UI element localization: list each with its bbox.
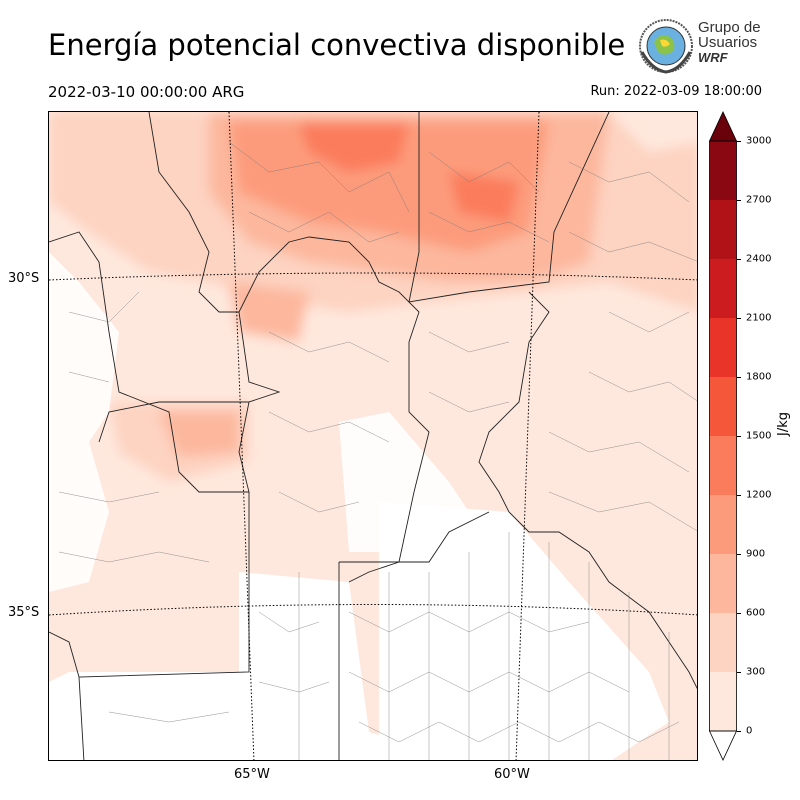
globe-seal-icon <box>639 19 693 74</box>
colorbar-tick-label: 300 <box>746 666 766 678</box>
colorbar-band <box>709 318 737 377</box>
colorbar-band <box>709 141 737 200</box>
colorbar-tick-mark <box>737 731 741 732</box>
colorbar-tick-mark <box>737 377 741 378</box>
lon-label-60w: 60°W <box>494 767 530 782</box>
colorbar-tick-label: 2700 <box>746 194 772 206</box>
colorbar-frame <box>709 140 737 732</box>
colorbar-extend-bottom <box>709 730 737 761</box>
lat-label-30s: 30°S <box>8 271 40 286</box>
wrf-logo: Grupo de Usuarios WRF <box>638 18 768 74</box>
logo-line1: Grupo de <box>698 19 761 36</box>
colorbar-band <box>709 672 737 731</box>
colorbar-tick-label: 0 <box>746 725 753 737</box>
logo-text: Grupo de Usuarios WRF <box>698 20 761 65</box>
colorbar-band <box>709 495 737 554</box>
colorbar-tick-mark <box>737 672 741 673</box>
colorbar-band <box>709 436 737 495</box>
colorbar-band <box>709 200 737 259</box>
logo-line3: WRF <box>698 50 728 65</box>
colorbar-band <box>709 377 737 436</box>
lat-label-35s: 35°S <box>8 605 40 620</box>
colorbar-band <box>709 259 737 318</box>
province-borders <box>49 112 697 760</box>
graticule <box>49 112 697 760</box>
colorbar-tick-mark <box>737 436 741 437</box>
colorbar-tick-label: 600 <box>746 607 766 619</box>
colorbar-tick-label: 2400 <box>746 253 772 265</box>
run-time: Run: 2022-03-09 18:00:00 <box>590 84 762 99</box>
colorbar-tick-mark <box>737 259 741 260</box>
map-title: Energía potencial convectiva disponible <box>48 28 626 62</box>
colorbar-tick-label: 900 <box>746 548 766 560</box>
colorbar-band <box>709 554 737 613</box>
colorbar-tick-label: 1200 <box>746 489 772 501</box>
cape-map-svg <box>49 112 697 760</box>
cape-map[interactable] <box>48 111 698 761</box>
colorbar <box>709 111 737 761</box>
valid-time: 2022-03-10 00:00:00 ARG <box>48 83 245 101</box>
cape-fill <box>49 112 697 760</box>
colorbar-tick-mark <box>737 554 741 555</box>
colorbar-tick-mark <box>737 318 741 319</box>
colorbar-extend-top <box>709 111 737 142</box>
logo-line2: Usuarios <box>698 34 758 51</box>
colorbar-band <box>709 613 737 672</box>
colorbar-tick-label: 2100 <box>746 312 772 324</box>
colorbar-tick-label: 3000 <box>746 135 772 147</box>
colorbar-tick-mark <box>737 141 741 142</box>
colorbar-tick-mark <box>737 200 741 201</box>
colorbar-tick-label: 1800 <box>746 371 772 383</box>
colorbar-bands <box>709 141 737 731</box>
lon-label-65w: 65°W <box>234 767 270 782</box>
colorbar-unit: J/kg <box>776 412 791 436</box>
department-borders <box>58 141 697 760</box>
colorbar-tick-mark <box>737 495 741 496</box>
colorbar-tick-label: 1500 <box>746 430 772 442</box>
colorbar-tick-mark <box>737 613 741 614</box>
